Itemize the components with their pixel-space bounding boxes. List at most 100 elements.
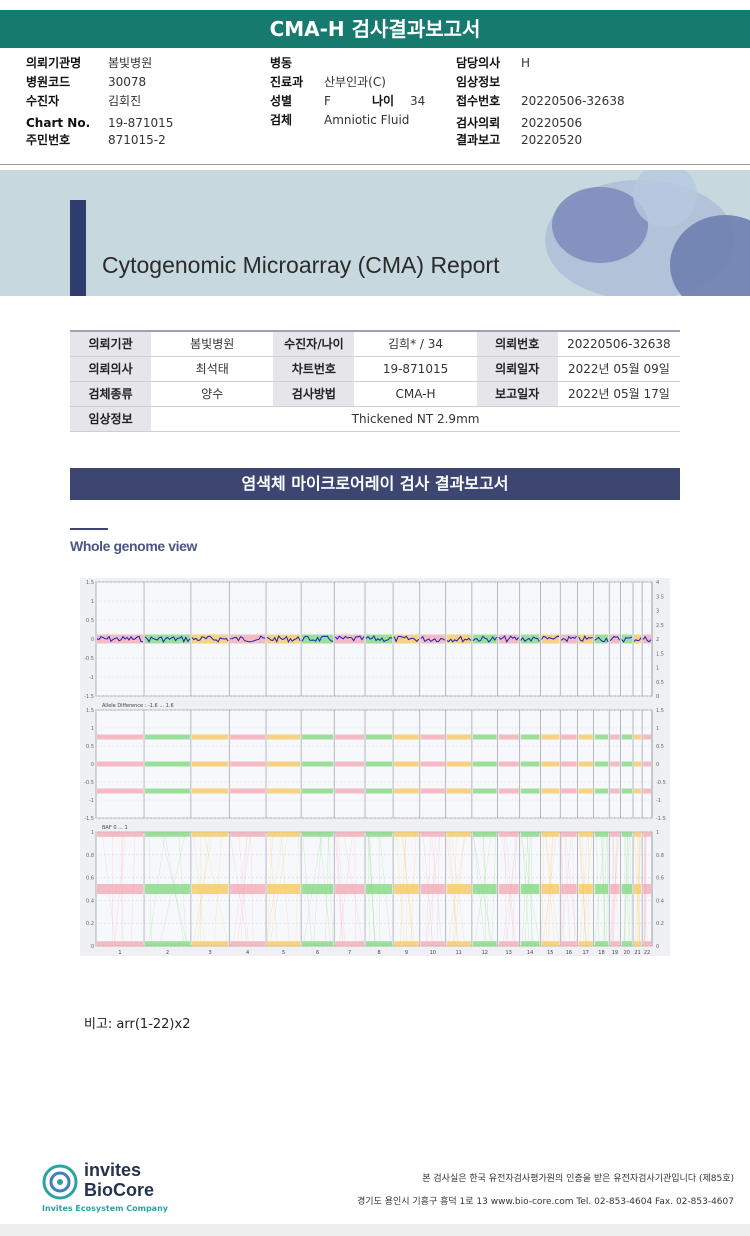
scatter-trace	[482, 835, 490, 943]
scatter-trace	[580, 835, 588, 943]
data-band	[267, 761, 301, 767]
data-band	[578, 761, 593, 767]
table-label: 검체종류	[70, 381, 152, 407]
left-tick-label: 1	[91, 726, 94, 732]
data-band	[267, 788, 301, 794]
right-tick-label: 0	[656, 944, 659, 950]
data-band	[97, 788, 144, 794]
data-band	[610, 788, 620, 794]
right-tick-label: 0	[656, 762, 659, 768]
left-tick-label: 0.5	[86, 744, 94, 750]
data-band	[610, 884, 620, 894]
left-tick-label: 0.5	[86, 618, 94, 624]
data-band	[578, 788, 593, 794]
scatter-trace	[512, 835, 518, 943]
data-band	[594, 831, 609, 837]
data-band	[472, 941, 497, 947]
scatter-trace	[578, 835, 587, 943]
data-band	[267, 831, 301, 837]
scatter-trace	[564, 835, 571, 943]
data-band	[302, 734, 334, 740]
scatter-trace	[102, 835, 116, 943]
scatter-trace	[522, 835, 529, 943]
table-label: 의뢰기관	[70, 330, 152, 357]
field-value: Amniotic Fluid	[324, 113, 410, 127]
data-band	[621, 831, 633, 837]
data-band	[472, 734, 497, 740]
scatter-trace	[266, 835, 273, 943]
scatter-trace	[454, 835, 465, 943]
scatter-trace	[303, 835, 322, 943]
logo-wordmark-line1: invites	[84, 1160, 142, 1180]
table-value: 양수	[151, 381, 274, 407]
chromosome-label: 10	[430, 950, 436, 956]
field-label: 성별	[270, 94, 293, 108]
data-band	[335, 734, 364, 740]
chromosome-label: 1	[118, 950, 121, 956]
section-rule	[70, 528, 108, 530]
right-tick-label: 1.5	[656, 651, 664, 657]
scatter-trace	[343, 835, 363, 943]
scatter-trace	[502, 835, 518, 943]
scatter-trace	[606, 835, 609, 943]
report-header-title: CMA-H 검사결과보고서	[0, 10, 750, 48]
field-label: 접수번호	[456, 94, 501, 108]
data-band	[578, 831, 593, 837]
data-band	[643, 761, 651, 767]
data-band	[145, 788, 190, 794]
log-ratio-line	[144, 635, 191, 643]
right-tick-label: 0.6	[656, 876, 664, 882]
right-tick-label: 3.5	[656, 594, 664, 600]
data-band	[621, 761, 633, 767]
report-banner: Cytogenomic Microarray (CMA) Report	[0, 170, 750, 296]
scatter-trace	[612, 835, 615, 943]
whole-genome-title: Whole genome view	[70, 538, 197, 554]
scatter-trace	[319, 835, 331, 943]
scatter-trace	[378, 835, 381, 943]
chromosome-label: 11	[456, 950, 462, 956]
log-ratio-line	[498, 635, 520, 643]
scatter-trace	[601, 835, 606, 943]
scatter-trace	[238, 835, 249, 943]
field-value: 20220520	[521, 133, 583, 147]
data-band	[394, 831, 419, 837]
data-band	[365, 884, 393, 894]
log-ratio-line	[609, 635, 621, 642]
chromosome-label: 8	[377, 950, 380, 956]
data-band	[365, 788, 393, 794]
field-label: 검사의뢰	[456, 116, 501, 130]
request-info-table: 의뢰기관 봄빛병원 수진자/나이 김희* / 34 의뢰번호 20220506-…	[70, 330, 680, 432]
chromosome-label: 22	[644, 950, 650, 956]
logo-wordmark-line2: BioCore	[84, 1180, 155, 1200]
scatter-trace	[639, 835, 641, 943]
data-band	[520, 788, 540, 794]
left-tick-label: 0	[91, 944, 94, 950]
log-ratio-line	[621, 636, 633, 643]
field-label: 병원코드	[26, 75, 71, 89]
logo-tagline: Invites Ecosystem Company	[42, 1204, 168, 1213]
table-label: 수진자/나이	[273, 330, 355, 357]
field-value: 20220506	[521, 116, 583, 130]
data-band	[578, 634, 593, 644]
data-band	[230, 831, 266, 837]
scatter-trace	[325, 835, 329, 943]
table-value: 20220506-32638	[557, 330, 680, 357]
data-band	[610, 941, 620, 947]
contact-line: 경기도 용인시 기흥구 흥덕 1로 13 www.bio-core.com Te…	[357, 1197, 734, 1207]
data-band	[191, 634, 229, 644]
data-band	[145, 884, 190, 894]
scatter-trace	[611, 835, 613, 943]
right-tick-label: 0.5	[656, 744, 664, 750]
right-tick-label: -0.5	[656, 780, 666, 786]
table-row: 의뢰의사 최석태 차트번호 19-871015 의뢰일자 2022년 05월 0…	[70, 356, 680, 382]
scatter-trace	[624, 835, 630, 943]
data-band	[267, 734, 301, 740]
data-band	[365, 941, 393, 947]
data-band	[643, 884, 651, 894]
scatter-trace	[561, 835, 572, 943]
data-band	[420, 634, 445, 644]
data-band	[302, 788, 334, 794]
data-band	[561, 788, 577, 794]
scatter-trace	[367, 835, 370, 943]
certification-note: 본 검사실은 한국 유전자검사평가원의 인증을 받은 유전자검사기관입니다 (제…	[422, 1174, 734, 1184]
